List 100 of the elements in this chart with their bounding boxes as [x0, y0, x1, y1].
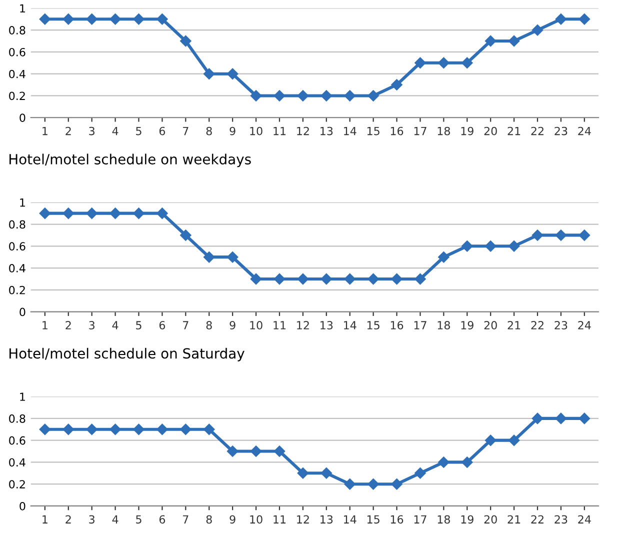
point	[39, 14, 51, 25]
y-tick-label: 1	[20, 4, 25, 12]
text: Hotel/motel schedule on Saturday	[10, 348, 244, 362]
text: Hotel/motel schedule on weekdays	[10, 154, 251, 168]
y-tick-label: 0.4	[9, 70, 26, 78]
x-tick-label: 17	[414, 321, 426, 330]
x-tick-label: 22	[531, 126, 544, 136]
x-tick-label: 14	[344, 515, 356, 524]
x-tick-label: 10	[250, 321, 262, 330]
x-tick-label: 21	[508, 515, 520, 524]
x-tick-label: 9	[230, 321, 236, 330]
point	[180, 35, 192, 47]
y-tick-label: 0	[20, 114, 26, 122]
x-tick-label: 19	[461, 126, 474, 136]
point	[578, 230, 590, 241]
x-tick-label: 9	[230, 515, 236, 524]
x-tick-label: 14	[344, 321, 356, 330]
x-tick-label: 16	[390, 321, 404, 330]
point	[555, 230, 567, 241]
point	[462, 456, 473, 468]
y-tick-label: 0.4	[9, 458, 26, 467]
x-tick-label: 23	[554, 515, 568, 524]
y-tick-label: 0.2	[9, 92, 25, 100]
point	[226, 251, 238, 263]
x-tick-label: 11	[274, 515, 286, 524]
point	[297, 273, 309, 285]
x-tick-label: 6	[159, 515, 166, 524]
x-tick-label: 21	[508, 321, 520, 330]
x-tick-label: 15	[367, 321, 380, 330]
point	[438, 456, 450, 468]
y-tick-label: 0.6	[9, 48, 26, 56]
x-tick-label: 19	[461, 321, 474, 330]
y-tick-label: 0.2	[9, 480, 25, 488]
point	[508, 35, 520, 47]
x-tick-label: 21	[508, 126, 520, 136]
point	[320, 468, 332, 479]
point	[110, 424, 121, 435]
x-tick-label: 11	[274, 126, 286, 136]
point	[414, 273, 426, 285]
x-tick-label: 23	[554, 126, 568, 136]
x-tick-label: 22	[531, 515, 544, 524]
x-tick-label: 17	[414, 126, 426, 136]
x-tick-label: 5	[136, 321, 142, 330]
point	[204, 251, 215, 263]
point	[297, 468, 309, 479]
x-tick-label: 3	[89, 515, 94, 524]
x-tick-label: 24	[578, 321, 591, 330]
x-tick-label: 7	[183, 321, 188, 330]
point	[508, 240, 520, 252]
y-tick-label: 0	[20, 308, 26, 316]
point	[391, 273, 402, 285]
x-tick-label: 5	[136, 515, 142, 524]
x-tick-label: 12	[297, 515, 309, 524]
point	[344, 478, 356, 490]
point	[62, 14, 74, 25]
point	[344, 273, 356, 285]
x-tick-label: 1	[42, 126, 48, 136]
x-tick-label: 2	[66, 126, 71, 136]
point	[86, 208, 98, 219]
point	[156, 208, 168, 219]
x-tick-label: 6	[159, 321, 166, 330]
x-tick-label: 22	[531, 321, 544, 330]
x-tick-label: 8	[206, 321, 212, 330]
point	[438, 57, 450, 69]
point	[86, 14, 98, 25]
point	[484, 240, 496, 252]
y-tick-label: 0.6	[9, 242, 26, 251]
y-tick-label: 0.2	[9, 286, 25, 294]
x-tick-label: 18	[438, 515, 450, 524]
point	[368, 478, 379, 490]
x-tick-label: 15	[367, 126, 380, 136]
x-tick-label: 8	[206, 126, 212, 136]
point	[180, 424, 192, 435]
point	[110, 208, 121, 219]
x-tick-label: 2	[66, 515, 71, 524]
x-tick-label: 20	[484, 126, 497, 136]
x-tick-label: 6	[159, 126, 166, 136]
point	[555, 412, 567, 424]
point	[86, 424, 98, 435]
x-tick-label: 3	[89, 321, 94, 330]
point	[462, 57, 473, 69]
x-tick-label: 13	[320, 515, 333, 524]
point	[438, 251, 450, 263]
point	[508, 434, 520, 446]
point	[555, 14, 567, 25]
point	[156, 14, 168, 25]
point	[274, 446, 286, 457]
point	[532, 24, 544, 36]
x-tick-label: 18	[438, 321, 450, 330]
x-tick-label: 13	[320, 126, 333, 136]
y-tick-label: 1	[20, 392, 25, 401]
x-tick-label: 11	[274, 321, 286, 330]
point	[39, 424, 51, 435]
x-tick-label: 14	[344, 126, 356, 136]
y-tick-label: 0.8	[9, 414, 26, 423]
point	[414, 57, 426, 69]
x-tick-label: 18	[438, 126, 450, 136]
point	[484, 434, 496, 446]
x-tick-label: 24	[578, 126, 591, 136]
x-tick-label: 16	[390, 515, 404, 524]
